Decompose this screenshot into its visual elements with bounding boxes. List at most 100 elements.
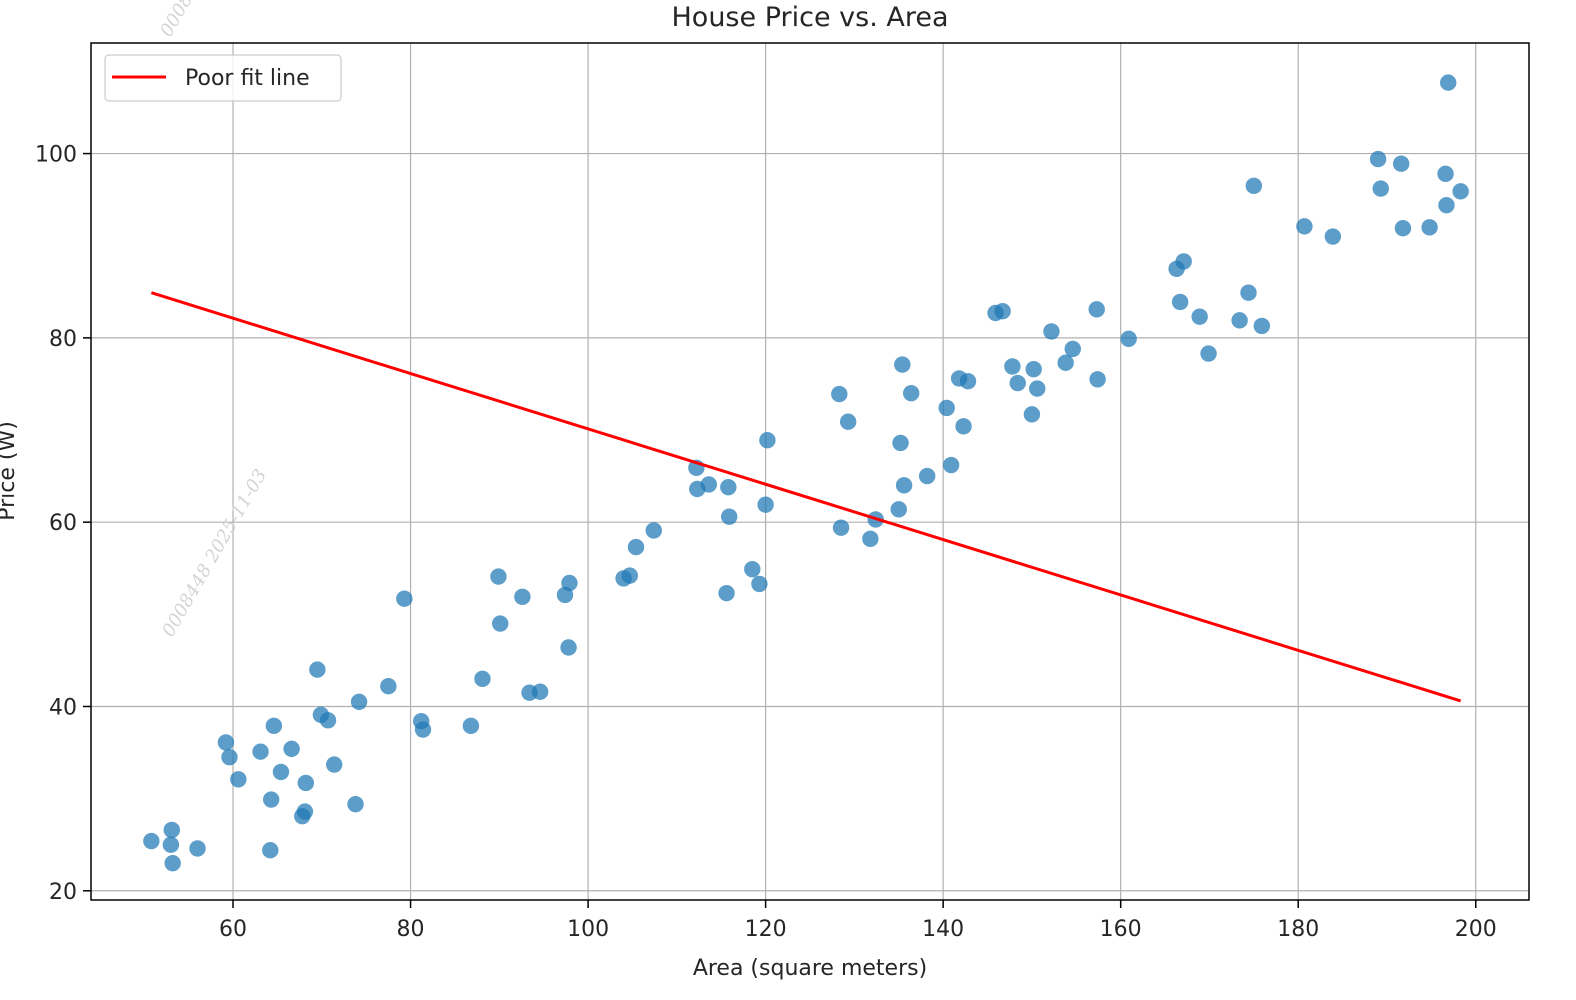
y-axis-ticks: 20 40 60 80 100 xyxy=(35,143,91,905)
data-point xyxy=(514,588,531,606)
data-point xyxy=(1369,150,1387,168)
data-point xyxy=(918,467,936,485)
data-point xyxy=(839,413,857,430)
data-point xyxy=(1009,374,1026,392)
y-tick-label: 80 xyxy=(49,327,77,352)
data-point xyxy=(309,661,326,678)
chart-title: House Price vs. Area xyxy=(672,2,949,33)
data-point xyxy=(1452,183,1469,200)
data-point xyxy=(1392,155,1410,172)
gridlines xyxy=(91,43,1529,900)
data-point xyxy=(700,476,718,493)
data-point xyxy=(751,575,768,593)
data-point xyxy=(560,639,577,656)
data-point xyxy=(718,584,735,602)
data-point xyxy=(895,477,913,494)
data-point xyxy=(1421,219,1438,236)
data-point xyxy=(396,590,413,607)
data-point xyxy=(1245,177,1263,195)
data-point xyxy=(1440,74,1457,91)
data-point xyxy=(462,717,480,735)
data-point xyxy=(162,836,180,853)
data-point xyxy=(942,456,960,474)
x-axis-ticks: 60 80 100 120 140 160 180 200 xyxy=(219,900,1497,942)
data-point xyxy=(1438,196,1455,214)
data-point xyxy=(955,418,972,435)
data-point xyxy=(1029,380,1046,397)
data-point xyxy=(297,774,315,792)
data-point xyxy=(1296,218,1313,235)
data-point xyxy=(938,399,955,417)
data-point xyxy=(1240,284,1257,301)
scatter-points xyxy=(143,74,1469,872)
data-point xyxy=(561,574,578,592)
data-point xyxy=(350,693,368,711)
legend-label-poor-fit-line: Poor fit line xyxy=(185,66,310,91)
data-point xyxy=(1025,361,1042,378)
data-point xyxy=(1372,180,1389,197)
data-point xyxy=(164,854,181,872)
data-point xyxy=(380,678,397,695)
data-point xyxy=(1191,308,1208,325)
data-point xyxy=(1200,345,1217,362)
data-point xyxy=(326,756,343,773)
data-point xyxy=(414,721,432,738)
data-point xyxy=(894,356,911,373)
data-point xyxy=(831,385,848,403)
data-point xyxy=(531,683,549,700)
data-point xyxy=(832,519,850,536)
data-point xyxy=(759,431,776,449)
y-tick-label: 100 xyxy=(35,143,77,168)
data-point xyxy=(230,771,247,788)
data-point xyxy=(757,496,774,513)
x-tick-label: 120 xyxy=(745,917,787,942)
data-point xyxy=(1120,330,1137,348)
data-point xyxy=(492,615,509,632)
x-tick-label: 140 xyxy=(922,917,964,942)
data-point xyxy=(1088,301,1105,318)
data-point xyxy=(902,384,920,402)
data-point xyxy=(1231,312,1248,329)
data-point xyxy=(959,372,977,390)
data-point xyxy=(721,508,738,525)
plot-area xyxy=(91,43,1529,900)
data-point xyxy=(994,302,1011,320)
data-point xyxy=(890,501,907,518)
y-tick-label: 40 xyxy=(49,695,77,720)
x-tick-label: 200 xyxy=(1455,917,1497,942)
data-point xyxy=(347,795,364,813)
data-point xyxy=(1253,317,1271,335)
data-point xyxy=(1175,253,1192,270)
data-point xyxy=(189,840,206,857)
data-point xyxy=(1023,406,1041,423)
data-point xyxy=(720,478,737,496)
data-point xyxy=(262,791,280,808)
data-point xyxy=(143,832,160,850)
data-point xyxy=(645,522,662,539)
data-point xyxy=(1057,354,1074,371)
data-point xyxy=(862,530,879,547)
data-point xyxy=(1089,371,1106,388)
data-point xyxy=(1324,228,1342,245)
data-point xyxy=(221,748,238,766)
data-point xyxy=(1004,358,1021,375)
data-point xyxy=(252,743,269,760)
data-point xyxy=(283,740,300,758)
data-point xyxy=(265,717,283,735)
x-axis-label: Area (square meters) xyxy=(693,956,927,981)
x-tick-label: 180 xyxy=(1277,917,1319,942)
data-point xyxy=(490,568,507,585)
data-point xyxy=(1064,340,1081,358)
data-point xyxy=(272,763,290,781)
data-point xyxy=(621,567,639,584)
data-point xyxy=(1171,293,1189,311)
axes-frame xyxy=(90,42,1530,901)
legend-box xyxy=(104,54,342,102)
data-point xyxy=(1043,323,1060,340)
x-tick-label: 80 xyxy=(397,917,425,942)
y-tick-label: 20 xyxy=(49,880,77,905)
data-point xyxy=(1437,165,1454,183)
data-point xyxy=(163,821,180,839)
data-point xyxy=(262,842,279,859)
